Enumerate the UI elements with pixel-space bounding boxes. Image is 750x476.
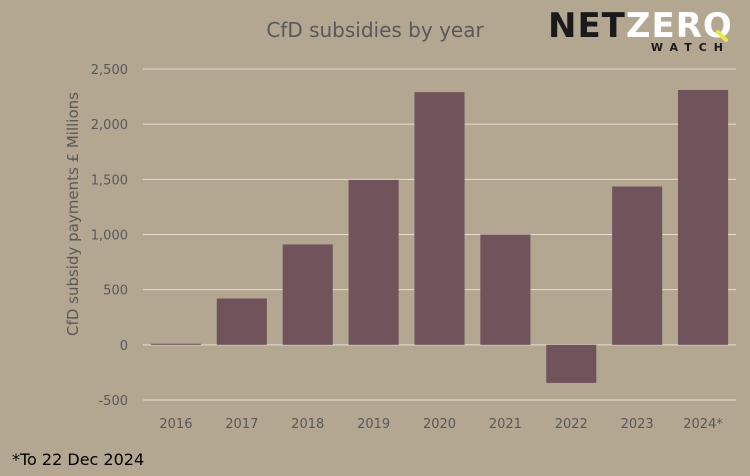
- x-tick-label: 2017: [225, 417, 258, 432]
- footnote: *To 22 Dec 2024: [12, 450, 145, 469]
- logo-net-text: NET: [548, 6, 626, 46]
- logo-wordmark: NETZERO: [548, 6, 733, 46]
- bars: [150, 89, 729, 383]
- bar-2019: [348, 179, 399, 345]
- bar-2024: [678, 89, 729, 345]
- bar-2023: [612, 186, 663, 345]
- net-zero-watch-logo: NETZERO WATCH: [548, 6, 738, 58]
- y-tick-label: 1,500: [91, 173, 128, 188]
- bar-2020: [414, 92, 465, 345]
- y-tick-label: 2,000: [91, 118, 128, 133]
- y-tick-label: 1,000: [91, 229, 128, 244]
- x-tick-label: 2023: [621, 417, 654, 432]
- x-tick-label: 2020: [423, 417, 456, 432]
- x-tick-label: 2019: [357, 417, 390, 432]
- bar-2016: [150, 343, 201, 345]
- x-tick-label: 2024*: [683, 417, 723, 432]
- logo-zero-text: ZERO: [625, 6, 733, 46]
- bar-2021: [480, 234, 531, 345]
- bar-2022: [546, 344, 597, 383]
- magnifier-icon: [716, 30, 728, 42]
- x-tick-label: 2022: [555, 417, 588, 432]
- x-tick-label: 2016: [159, 417, 192, 432]
- y-tick-label: 0: [120, 339, 128, 354]
- y-tick-label: 500: [103, 284, 128, 299]
- logo-watch-text: WATCH: [650, 41, 730, 54]
- x-tick-label: 2018: [291, 417, 324, 432]
- x-tick-label: 2021: [489, 417, 522, 432]
- y-tick-label: 2,500: [91, 63, 128, 78]
- x-tick-labels: 2016 2017 2018 2019 2020 2021 2022 2023 2024*: [159, 417, 723, 432]
- y-tick-labels: -500 0 500 1,000 1,500 2,000 2,500: [91, 63, 128, 409]
- y-axis-label: CfD subsidy payments £ Millions: [64, 92, 82, 336]
- chart-title: CfD subsidies by year: [266, 18, 484, 42]
- bar-2017: [216, 298, 267, 345]
- bar-2018: [282, 244, 333, 345]
- y-tick-label: -500: [98, 394, 128, 409]
